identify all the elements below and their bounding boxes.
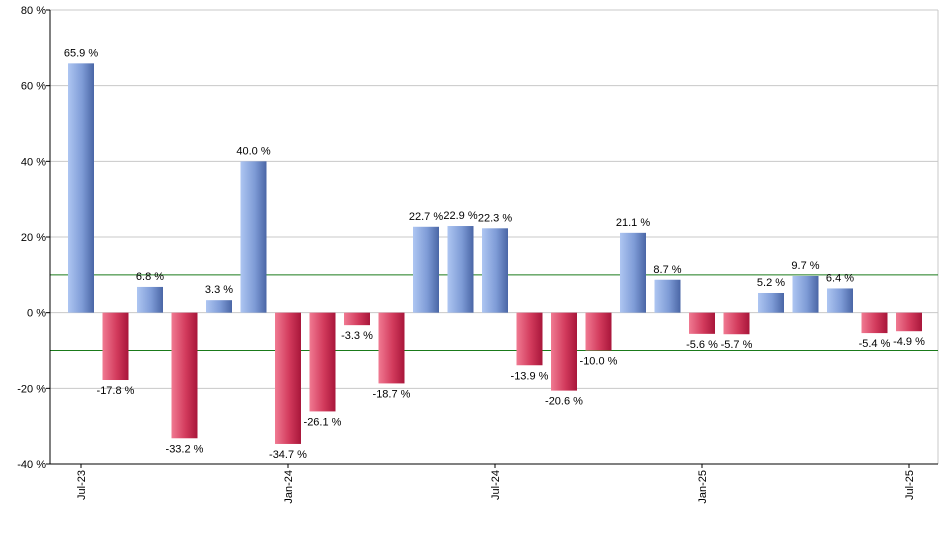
bar-data-label: 65.9 %	[64, 47, 98, 59]
bar-data-label: -34.7 %	[269, 449, 307, 461]
bar-data-label: 22.9 %	[443, 210, 477, 222]
y-tick-label: 20 %	[21, 232, 46, 244]
bar	[585, 312, 612, 351]
bar-data-label: -3.3 %	[341, 330, 373, 342]
bar-data-label: -10.0 %	[580, 356, 618, 368]
bar-data-label: 3.3 %	[205, 284, 233, 296]
bar	[516, 312, 543, 366]
bar	[551, 312, 577, 391]
bar	[654, 279, 681, 313]
bar-data-label: 6.8 %	[136, 271, 164, 283]
bar	[827, 288, 853, 313]
y-tick-label: 60 %	[21, 81, 46, 93]
bar	[689, 312, 715, 334]
bar-data-label: 40.0 %	[236, 145, 270, 157]
bar	[102, 312, 129, 381]
bar-data-label: -5.6 %	[686, 339, 718, 351]
y-tick-label: 80 %	[21, 5, 46, 17]
bar-data-label: 22.3 %	[478, 212, 512, 224]
bar-data-label: 22.7 %	[409, 211, 443, 223]
bar	[344, 312, 370, 326]
bar	[896, 312, 922, 332]
bar-data-label: -26.1 %	[304, 416, 342, 428]
bar-data-label: -18.7 %	[373, 388, 411, 400]
x-tick-label: Jul-23	[76, 470, 88, 500]
bar	[378, 312, 405, 384]
bar	[482, 228, 508, 313]
y-tick-label: -20 %	[17, 383, 46, 395]
bar	[240, 161, 267, 313]
bar	[309, 312, 336, 412]
x-tick-label: Jul-24	[490, 470, 502, 500]
bar-data-label: -33.2 %	[166, 443, 204, 455]
bar	[758, 292, 784, 313]
data-labels: 65.9 % -17.8 % 6.8 % -33.2 % 3.3 % 40.0 % -34.…	[64, 47, 925, 461]
y-tick-label: 0 %	[27, 308, 46, 320]
bars	[68, 63, 922, 444]
bar-data-label: -13.9 %	[511, 370, 549, 382]
bar-data-label: -5.4 %	[859, 338, 891, 350]
axes: -40 % -20 % 0 % 20 % 40 % 60 % 80 % Jul-23 Jan-2…	[17, 5, 938, 504]
bar	[861, 312, 888, 334]
bar-data-label: -20.6 %	[545, 396, 583, 408]
bar-data-label: 5.2 %	[757, 277, 785, 289]
bar	[723, 312, 750, 335]
bar-data-label: -5.7 %	[721, 339, 753, 351]
bar-data-label: -4.9 %	[893, 336, 925, 348]
bar	[413, 226, 439, 313]
y-tick-label: -40 %	[17, 459, 46, 471]
x-tick-label: Jul-25	[904, 470, 916, 500]
x-tick-label: Jan-25	[697, 470, 709, 504]
bar	[171, 312, 198, 439]
bar	[68, 63, 94, 313]
y-tick-label: 40 %	[21, 156, 46, 168]
bar	[137, 286, 163, 313]
bar	[792, 275, 819, 313]
bar-data-label: -17.8 %	[97, 385, 135, 397]
bar	[447, 226, 474, 313]
bar-data-label: 21.1 %	[616, 217, 650, 229]
bar	[620, 232, 646, 313]
bar-data-label: 8.7 %	[653, 264, 681, 276]
bar	[206, 300, 232, 313]
bar-data-label: 9.7 %	[791, 260, 819, 272]
bar	[275, 312, 301, 444]
x-tick-label: Jan-24	[283, 470, 295, 504]
bar-data-label: 6.4 %	[826, 272, 854, 284]
